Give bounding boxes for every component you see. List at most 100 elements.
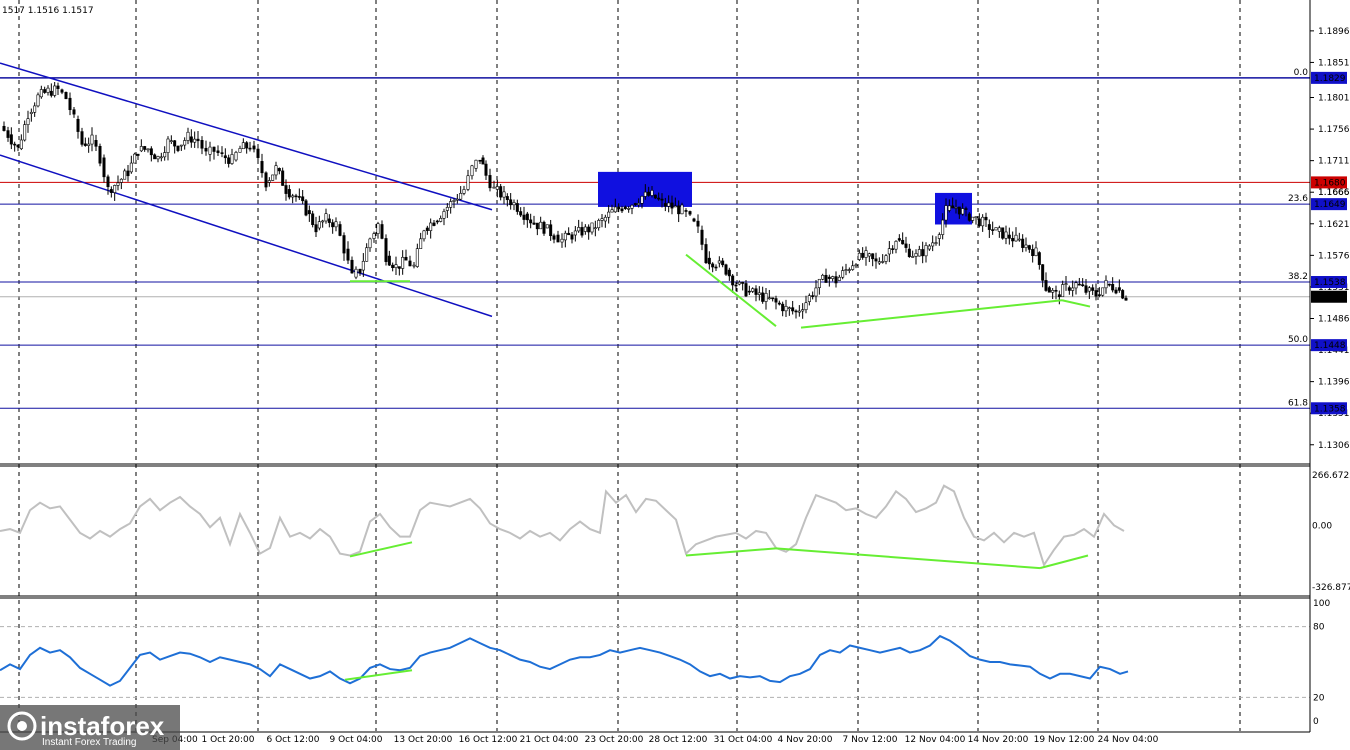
candle-body [1097, 294, 1101, 296]
candle-body [897, 238, 901, 241]
time-tick-label: 24 Nov 04:00 [1098, 735, 1159, 745]
candle-body [133, 153, 137, 164]
price-tick-label: 1.1666 [1318, 188, 1350, 198]
candle-body [68, 97, 72, 111]
candle-body [459, 193, 463, 200]
fib-level-label: 23.6 [1288, 194, 1308, 204]
candle-body [754, 288, 758, 295]
candle-body [449, 201, 453, 208]
candle-body [324, 213, 328, 222]
candle-body [881, 261, 885, 263]
candle-body [425, 227, 429, 231]
divergence-line [344, 669, 413, 681]
candle-body [791, 307, 795, 312]
candle-body [680, 204, 684, 215]
candle-body [552, 235, 556, 240]
candle-body [535, 222, 539, 230]
candle-body [721, 260, 725, 266]
candle-body [1067, 287, 1071, 291]
candle-body [260, 161, 264, 174]
trend-channel [0, 62, 493, 318]
candle-body [519, 211, 523, 216]
candle-body [123, 170, 127, 180]
divergence-line [1039, 554, 1089, 570]
candle-body [837, 276, 841, 281]
candle-body [361, 260, 365, 271]
vertical-grid-lines [18, 0, 1241, 731]
candle-body [287, 189, 291, 198]
candle-body [944, 205, 948, 221]
candle-body [613, 206, 617, 213]
candle-body [304, 200, 308, 216]
candle-body [573, 230, 577, 236]
candle-body [492, 186, 496, 189]
candle-body [891, 248, 895, 250]
candle-body [156, 156, 160, 160]
fib-price-label: 1.1448 [1314, 341, 1346, 351]
candle-body [1011, 238, 1015, 242]
time-tick-label: 1 Oct 20:00 [202, 735, 255, 745]
candle-body [212, 146, 216, 152]
candle-body [637, 203, 641, 206]
candle-body [39, 89, 43, 98]
candle-body [334, 221, 338, 228]
candle-body [630, 204, 634, 209]
candle-body [556, 234, 560, 243]
price-tick-label: 1.1756 [1318, 125, 1350, 135]
time-tick-label: 13 Oct 20:00 [394, 735, 453, 745]
candle-body [560, 238, 564, 243]
candle-body [857, 252, 861, 260]
fib-price-label: 1.1538 [1314, 278, 1346, 288]
candle-body [542, 221, 546, 234]
candle-body [667, 202, 671, 207]
candle-body [274, 165, 278, 176]
candle-body [354, 268, 358, 278]
candle-body [1054, 289, 1058, 292]
candle-body [380, 224, 384, 239]
cci-series [0, 484, 1125, 568]
candle-body [2, 125, 6, 131]
candle-body [954, 207, 958, 209]
fib-price-badge [1311, 71, 1347, 84]
candle-body [851, 265, 855, 270]
candle-body [119, 178, 123, 183]
candle-body [1101, 287, 1105, 296]
candle-body [106, 176, 110, 188]
candle-body [227, 157, 231, 164]
osc-line [0, 634, 1129, 687]
candle-body [153, 154, 157, 160]
candle-body [277, 168, 281, 172]
candle-body [36, 94, 40, 107]
fib-price-badge [1311, 402, 1347, 415]
candle-body [346, 248, 350, 261]
candle-body [607, 211, 611, 218]
candle-body [166, 138, 170, 153]
candle-body [87, 143, 91, 146]
candle-body [291, 195, 295, 198]
candle-body [186, 131, 190, 141]
brand-tagline: Instant Forex Trading [42, 737, 137, 748]
candle-body [442, 211, 446, 219]
candle-body [126, 170, 130, 177]
candle-body [864, 250, 868, 258]
candle-body [700, 229, 704, 245]
candle-body [801, 309, 805, 312]
candle-body [297, 196, 301, 198]
candle-body [867, 253, 871, 257]
candle-body [408, 260, 412, 267]
candle-body [539, 221, 543, 230]
candle-body [847, 269, 851, 271]
oscillator-series [0, 634, 1129, 687]
candle-body [136, 153, 140, 156]
candle-body [193, 138, 197, 143]
candle-body [179, 144, 183, 147]
candle-body [216, 150, 220, 153]
divergence-line [685, 547, 777, 557]
fib-level-label: 50.0 [1288, 335, 1308, 345]
price-tick-label: 1.1711 [1318, 157, 1350, 167]
candle-body [56, 85, 60, 89]
candle-body [146, 148, 150, 151]
candle-body [1051, 289, 1055, 293]
candle-body [861, 252, 865, 258]
candle-body [9, 134, 13, 145]
